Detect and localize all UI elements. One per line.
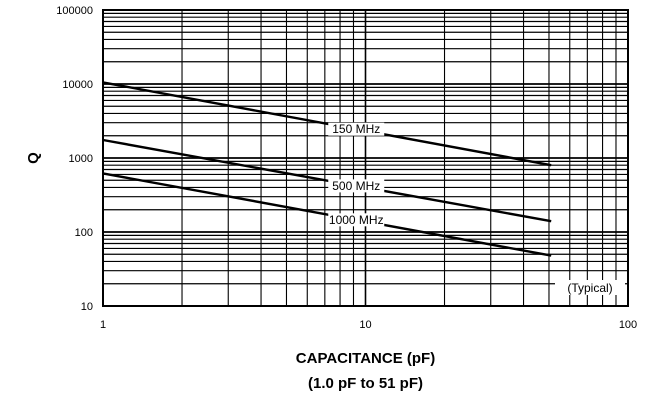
y-tick-label: 1000 [69,153,93,165]
series-label-background [328,179,385,193]
series-line [102,81,552,167]
y-axis-title: Q [25,152,42,164]
x-axis-subtitle: (1.0 pF to 51 pF) [308,375,423,392]
x-tick-label: 1 [100,319,106,331]
series-line [102,172,552,257]
y-tick-label: 10000 [62,79,93,91]
series-label: 1000 MHz [329,213,384,227]
x-tick-label: 10 [359,319,371,331]
series-line [102,138,552,223]
series-label: 150 MHz [332,122,380,136]
y-tick-label: 100000 [56,5,93,17]
x-axis-title: CAPACITANCE (pF) [296,350,435,367]
series-lines [102,81,552,257]
plot-frame [102,9,629,307]
typical-note: (Typical) [567,281,612,295]
series-label-background [328,122,385,136]
series-labels: 150 MHz 500 MHz 1000 MHz [328,122,385,227]
y-tick-label: 10 [81,301,93,313]
grid [102,9,629,307]
series-label: 500 MHz [332,179,380,193]
x-tick-label: 100 [619,319,637,331]
tick-labels: 1 10 100 10 100 1000 10000 100000 [56,5,637,331]
typical-note-background [555,280,625,295]
y-tick-label: 100 [75,227,93,239]
series-label-background [328,213,385,227]
